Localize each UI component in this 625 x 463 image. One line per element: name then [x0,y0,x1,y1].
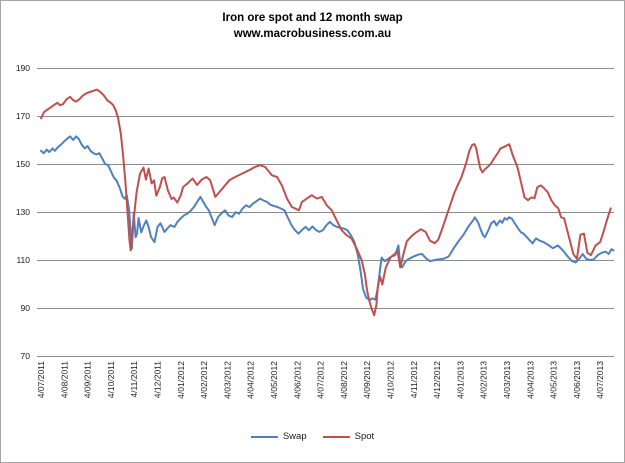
x-axis-label-4: 4/11/2011 [129,361,139,398]
x-axis-label-5: 4/12/2011 [153,361,163,398]
swap-line-swatch [250,435,278,438]
y-axis-label-90: 90 [21,303,31,313]
legend-label-spot: Spot [354,431,375,442]
x-axis-label-7: 4/02/2012 [199,361,209,399]
x-axis-label-21: 4/04/2013 [525,361,535,399]
x-axis-label-1: 4/08/2011 [59,361,69,398]
x-axis-label-6: 4/01/2012 [176,361,186,399]
y-axis-label-170: 170 [16,111,30,121]
chart-legend: Swap Spot [1,431,624,442]
series-line-spot [40,88,612,317]
chart-subtitle: www.macrobusiness.com.au [233,28,392,40]
x-axis-label-0: 4/07/2011 [36,361,46,398]
chart-title: Iron ore spot and 12 month swap [222,12,403,24]
y-axis-label-150: 150 [16,159,30,169]
x-axis-label-3: 4/10/2011 [106,361,116,398]
y-axis-label-190: 190 [16,63,30,73]
x-axis-label-14: 4/09/2012 [362,361,372,399]
x-axis-label-23: 4/06/2013 [572,361,582,399]
x-axis-label-9: 4/04/2012 [246,361,256,399]
y-axis-label-110: 110 [16,255,30,265]
x-axis-label-2: 4/09/2011 [83,361,93,398]
x-axis-label-18: 4/01/2013 [455,361,465,399]
x-axis-label-13: 4/08/2012 [339,361,349,399]
x-axis-label-12: 4/07/2012 [316,361,326,399]
x-axis-label-10: 4/05/2012 [269,361,279,399]
series-line-swap [40,135,615,302]
x-axis-label-24: 4/07/2013 [595,361,605,399]
legend-item-swap: Swap [250,431,307,442]
chart-title-block: Iron ore spot and 12 month swap www.macr… [1,10,624,42]
x-axis-label-16: 4/11/2012 [409,361,419,398]
legend-label-swap: Swap [282,431,307,442]
x-axis-label-8: 4/03/2012 [222,361,232,399]
y-axis-label-130: 130 [16,207,30,217]
x-axis-label-17: 4/12/2012 [432,361,442,399]
x-axis-label-15: 4/10/2012 [386,361,396,399]
legend-item-spot: Spot [322,431,375,442]
x-axis-label-11: 4/06/2012 [292,361,302,399]
spot-line-swatch [322,435,350,438]
x-axis-label-19: 4/02/2013 [479,361,489,399]
y-axis-label-70: 70 [21,351,31,361]
x-axis-label-20: 4/03/2013 [502,361,512,399]
x-axis-label-22: 4/05/2013 [549,361,559,399]
